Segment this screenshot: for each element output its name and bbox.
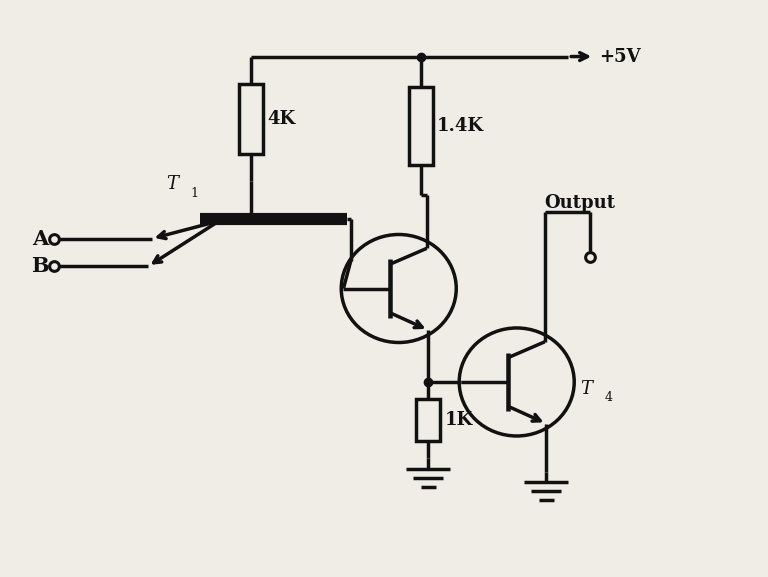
Text: 4: 4 bbox=[604, 391, 612, 404]
Text: A: A bbox=[32, 228, 48, 249]
Bar bbox=[409, 87, 432, 164]
Text: 1K: 1K bbox=[445, 411, 472, 429]
Text: B: B bbox=[31, 256, 48, 276]
Text: 4K: 4K bbox=[267, 110, 296, 128]
Text: T: T bbox=[580, 380, 592, 398]
Text: 1.4K: 1.4K bbox=[437, 117, 484, 135]
Text: T: T bbox=[167, 175, 178, 193]
Text: Output: Output bbox=[544, 194, 615, 212]
Text: +5V: +5V bbox=[599, 47, 641, 66]
Bar bbox=[240, 84, 263, 153]
Bar bbox=[416, 399, 440, 441]
Text: 1: 1 bbox=[190, 187, 199, 200]
